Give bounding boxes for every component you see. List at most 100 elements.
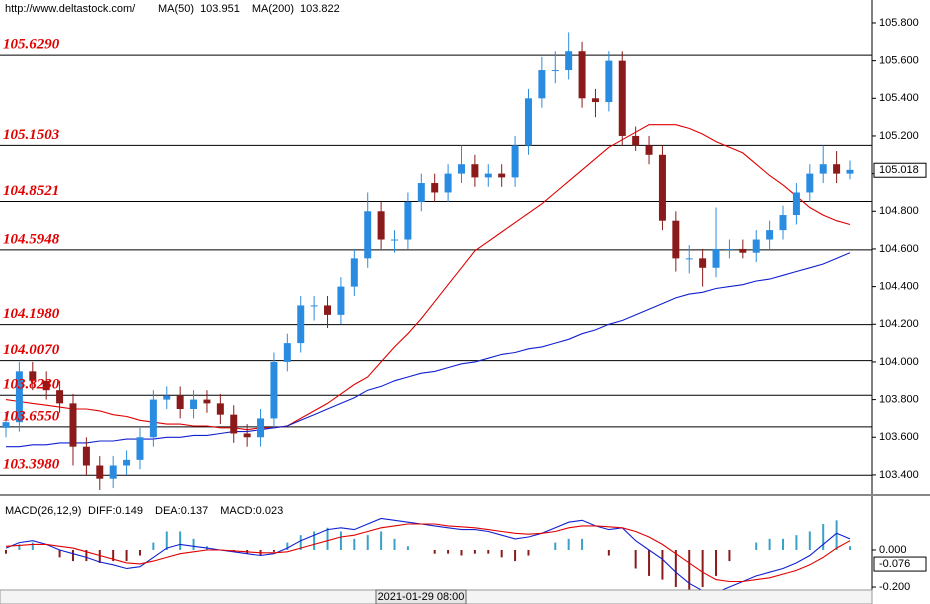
candle-body [712,248,720,268]
candle-body [404,201,412,240]
legend-entry: DEA:0.137 [155,505,208,517]
legend-entry: MACD:0.023 [220,505,283,517]
candle-body [591,98,599,103]
candle-body [806,173,814,193]
ma-line [5,124,851,431]
candle-body [243,433,251,438]
candle-body [203,399,211,404]
legend-name: MA(200) [252,3,294,15]
level-label: 105.1503 [3,127,60,143]
candle-body [565,51,573,71]
candle-body [833,164,841,174]
last-value-box [873,556,927,572]
y-tick-label: 103.600 [879,431,919,443]
candle-body [846,169,854,174]
candle-body [739,248,747,253]
last-price-box [873,162,927,178]
candle-body [136,437,144,460]
candle-body [42,380,50,391]
candle-body [350,258,358,287]
legend-value: 103.951 [200,3,240,15]
candle-body [109,465,117,479]
legend-value: 103.822 [300,3,340,15]
level-label: 103.8230 [3,377,60,393]
candle-body [391,239,399,241]
candle-body [484,173,492,178]
macd-line [5,523,851,583]
last-value-label: -0.076 [879,558,910,570]
candle-body [752,239,760,253]
y-tick-label: 104.400 [879,281,919,293]
y-tick-label: 105.800 [879,17,919,29]
candle-body [190,399,198,410]
y-tick-label: 104.200 [879,318,919,330]
candle-body [819,164,827,174]
level-label: 103.3980 [3,457,60,473]
candle-body [324,305,332,315]
candle-body [176,395,184,410]
candle-body [498,173,506,178]
level-label: 104.5948 [3,231,60,247]
candle-body [645,145,653,155]
y-tick-label: 104.800 [879,205,919,217]
candle-body [538,70,546,99]
candle-body [444,173,452,193]
candle-body [417,183,425,202]
candle-body [69,403,77,447]
level-label: 104.1980 [3,306,60,322]
candle-body [163,395,171,400]
candle-body [511,145,519,178]
candle-body [270,361,278,419]
candle-body [551,70,559,72]
candle-body [779,215,787,231]
candle-body [257,418,265,438]
level-label: 103.6550 [3,408,60,424]
level-label: 104.0070 [3,342,60,358]
candle-body [149,399,157,438]
candle-body [471,164,479,178]
candle-body [56,390,64,404]
candle-body [29,371,37,381]
candle-body [123,459,131,466]
candle-body [431,183,439,193]
candle-body [216,403,224,415]
candle-body [297,305,305,344]
candle-body [632,135,640,146]
y-tick-label: 105.600 [879,55,919,67]
last-price-label: 105.018 [879,164,919,176]
candle-body [524,98,532,146]
candle-body [82,446,90,466]
candle-body [377,211,385,240]
candle-body [618,60,626,136]
candle-body [725,248,733,250]
candle-body [96,465,104,479]
candle-body [699,258,707,268]
candle-body [15,371,23,423]
candle-body [766,230,774,240]
candle-body [283,343,291,362]
time-label-box [375,589,467,604]
y-tick-label: 103.800 [879,394,919,406]
candle-body [457,164,465,174]
y-tick-label: -0.200 [879,581,910,593]
level-label: 104.8521 [3,183,59,199]
legend-entry: DIFF:0.149 [88,505,143,517]
candle-body [658,154,666,221]
level-label: 105.6290 [3,37,60,53]
candle-body [578,51,586,99]
y-tick-label: 104.000 [879,356,919,368]
candle-body [230,414,238,434]
time-label: 2021-01-29 08:00 [378,591,465,603]
legend-name: MA(50) [158,3,194,15]
candle-body [337,286,345,315]
candle-body [792,192,800,216]
macd-title: MACD(26,12,9) [5,505,81,517]
y-tick-label: 0.000 [879,544,907,556]
candle-body [685,258,693,260]
y-tick-label: 103.400 [879,469,919,481]
candle-body [672,220,680,259]
ma-line [6,252,851,448]
candle-body [605,60,613,103]
